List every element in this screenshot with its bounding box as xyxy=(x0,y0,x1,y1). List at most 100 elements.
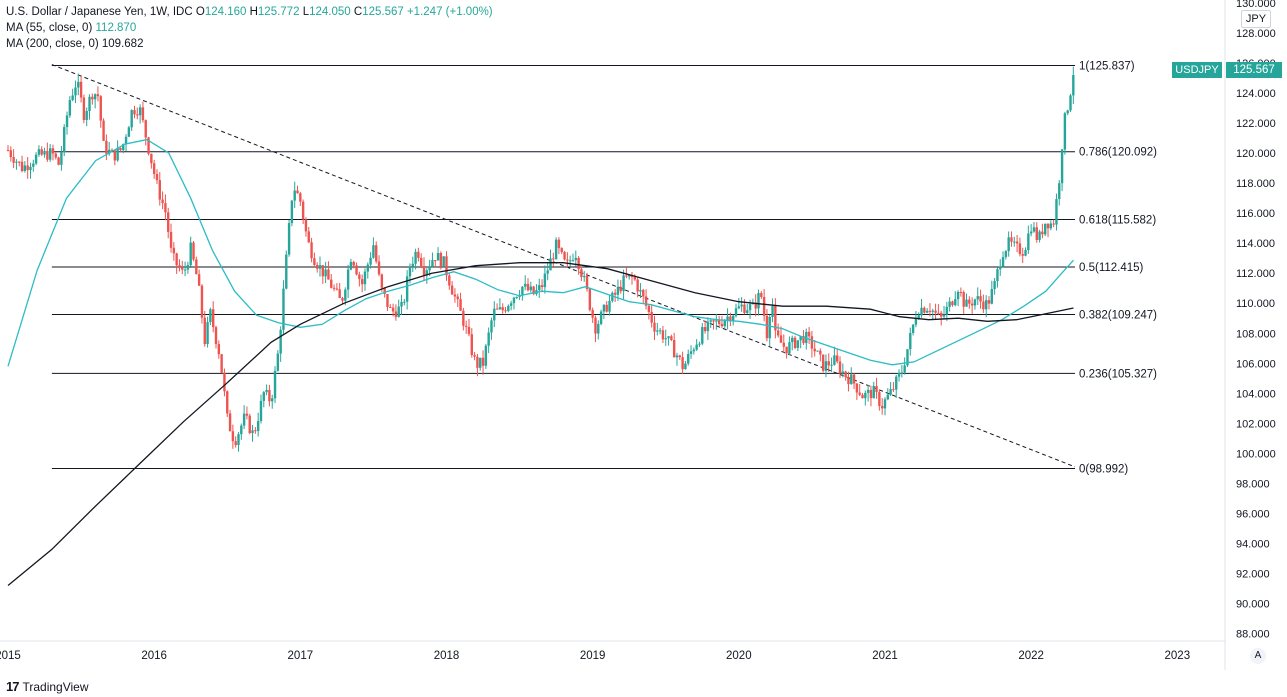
candle-body xyxy=(327,269,330,280)
candle-body xyxy=(164,203,167,213)
legend-ma55-row[interactable]: MA (55, close, 0) 112.870 xyxy=(6,20,493,36)
legend-ohlc-row: U.S. Dollar / Japanese Yen, 1W, IDC O124… xyxy=(6,4,493,20)
candle-body xyxy=(591,309,594,318)
candle-body xyxy=(48,148,52,160)
price-axis[interactable]: 88.000 90.000 92.000 94.000 96.000 98.000 100.… xyxy=(1236,0,1276,640)
candle-body xyxy=(130,110,133,128)
candle-body xyxy=(914,318,918,325)
candle-body xyxy=(642,289,645,297)
candle-body xyxy=(782,342,785,347)
candle-body xyxy=(788,342,791,354)
candle-body xyxy=(186,265,190,270)
candle-body xyxy=(821,354,825,371)
candle-body xyxy=(91,96,94,100)
candle-body xyxy=(838,361,842,374)
candle-body xyxy=(588,289,592,310)
candle-body xyxy=(476,356,479,368)
candle-body xyxy=(1024,250,1027,256)
candle-body xyxy=(1001,257,1005,267)
candle-body xyxy=(363,271,367,285)
candle-body xyxy=(467,326,471,335)
candle-body xyxy=(675,355,679,358)
candle-body xyxy=(709,320,712,322)
candle-body xyxy=(57,157,60,165)
ma200-line xyxy=(7,262,1074,587)
candle-body xyxy=(271,398,274,402)
candle-body xyxy=(965,299,968,307)
candle-body xyxy=(23,165,27,172)
time-axis[interactable]: 2015 2016 2017 2018 2019 2020 2021 2022 2023 xyxy=(0,650,1190,662)
candle-body xyxy=(141,107,145,121)
candle-body xyxy=(942,314,946,317)
candle-body xyxy=(549,258,552,271)
price-tick-label: 88.000 xyxy=(1236,628,1270,640)
price-tick-label: 128.000 xyxy=(1236,28,1276,40)
candle-body xyxy=(417,251,420,258)
candle-body xyxy=(993,281,996,289)
candle-body xyxy=(976,296,979,300)
candle-body xyxy=(507,305,510,311)
candle-body xyxy=(776,330,780,336)
candle-body xyxy=(923,307,926,313)
candle-body xyxy=(568,260,572,262)
candle-body xyxy=(242,413,246,426)
candle-body xyxy=(633,276,637,280)
price-tick-label: 110.000 xyxy=(1236,298,1275,310)
candle-body xyxy=(147,137,150,154)
price-tick-label: 116.000 xyxy=(1236,208,1275,220)
candle-body xyxy=(54,153,57,158)
price-tick-label: 124.000 xyxy=(1236,88,1276,100)
candle-body xyxy=(928,310,932,312)
candle-body xyxy=(661,330,665,340)
currency-unit-button[interactable]: JPY xyxy=(1241,10,1271,28)
tradingview-footer[interactable]: 17 TradingView xyxy=(6,679,89,694)
candle-body xyxy=(793,337,797,349)
candle-body xyxy=(481,357,485,366)
candle-body xyxy=(1027,233,1030,251)
trendline[interactable] xyxy=(51,64,1076,468)
candle-body xyxy=(1038,231,1041,240)
candle-body xyxy=(1013,241,1016,243)
candle-body xyxy=(138,107,142,116)
candle-body xyxy=(1007,237,1010,252)
candle-body xyxy=(934,310,937,313)
candle-body xyxy=(448,275,451,286)
candle-body xyxy=(450,285,454,295)
candle-body xyxy=(77,81,80,88)
candle-body xyxy=(240,425,243,435)
candle-body xyxy=(996,269,999,282)
candle-body xyxy=(1066,110,1069,114)
candle-body xyxy=(99,96,102,121)
candle-body xyxy=(925,310,929,313)
candle-body xyxy=(732,315,735,322)
candle-body xyxy=(540,285,544,288)
price-tick-label: 106.000 xyxy=(1236,358,1276,370)
candle-body xyxy=(375,245,378,262)
auto-scale-button[interactable]: A xyxy=(1250,648,1266,664)
candle-body xyxy=(959,292,963,294)
candle-body xyxy=(175,253,178,266)
candle-body xyxy=(285,254,288,289)
candle-body xyxy=(341,297,344,301)
candle-body xyxy=(155,173,159,181)
candle-body xyxy=(892,389,895,391)
candle-body xyxy=(636,279,639,292)
candle-body xyxy=(82,97,86,121)
candle-body xyxy=(93,94,97,100)
candle-body xyxy=(484,345,488,366)
legend-ma55-value: 112.870 xyxy=(95,22,137,34)
legend-ma200-row[interactable]: MA (200, close, 0) 109.682 xyxy=(6,36,493,52)
candle-body xyxy=(217,344,221,355)
candle-body xyxy=(228,413,232,432)
candle-body xyxy=(962,292,965,307)
legend-high-value: 125.772 xyxy=(257,6,300,18)
candle-body xyxy=(1018,243,1022,255)
candle-body xyxy=(411,263,414,267)
candle-body xyxy=(1052,223,1055,225)
candle-body xyxy=(389,306,392,308)
candle-body xyxy=(743,304,746,313)
candle-body xyxy=(1032,227,1036,232)
candle-body xyxy=(757,292,760,309)
